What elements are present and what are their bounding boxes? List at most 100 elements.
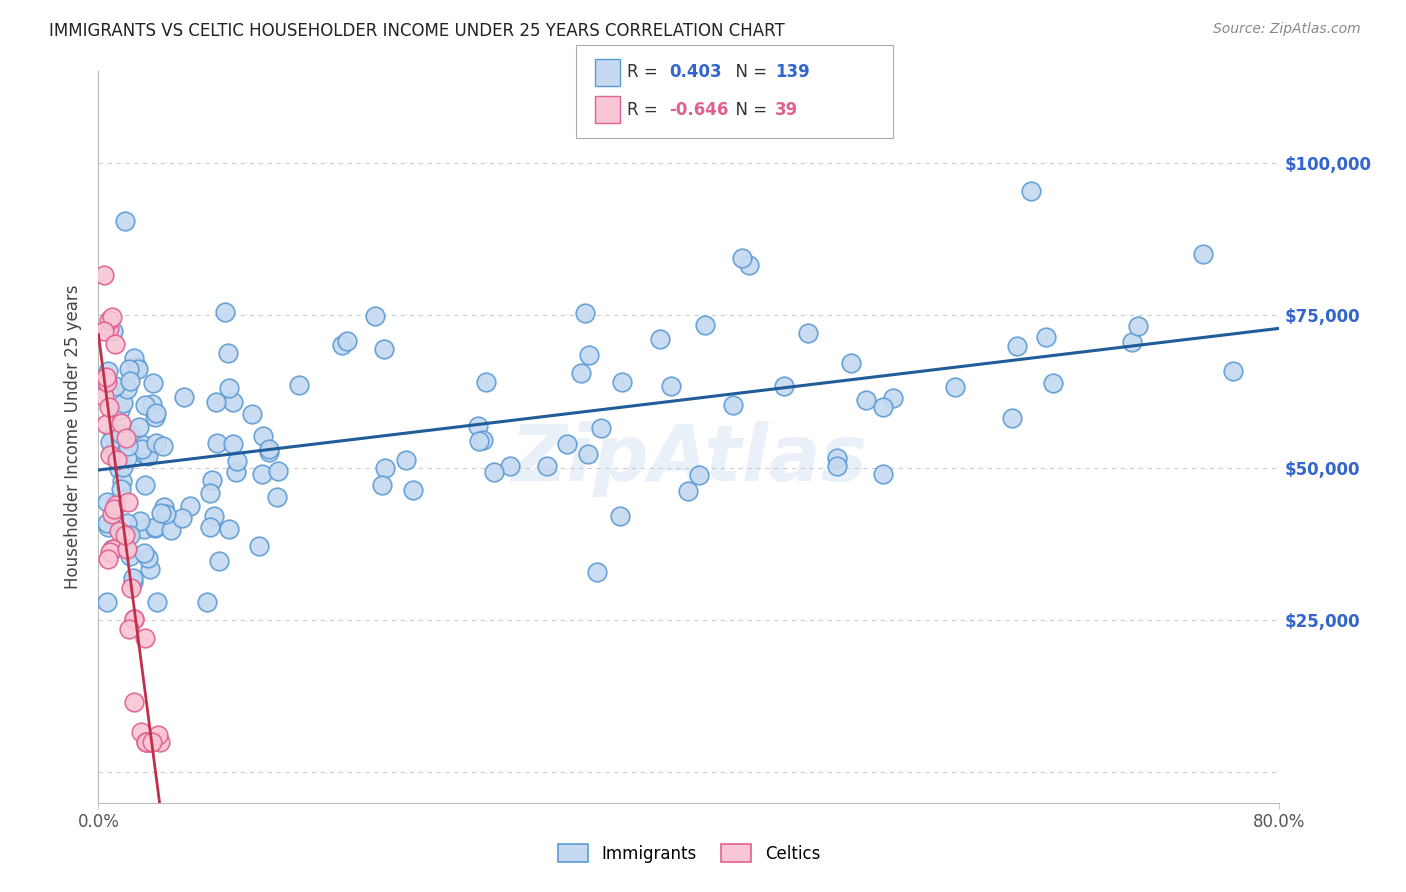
Point xyxy=(117,439,139,453)
Point xyxy=(482,466,505,480)
Point xyxy=(217,346,239,360)
Point xyxy=(574,306,596,320)
Point xyxy=(467,419,489,434)
Legend: Immigrants, Celtics: Immigrants, Celtics xyxy=(553,839,825,868)
Point xyxy=(222,395,245,409)
Point xyxy=(96,417,118,431)
Point xyxy=(252,467,274,481)
Point xyxy=(609,509,631,524)
Text: R =: R = xyxy=(627,63,664,81)
Text: N =: N = xyxy=(725,63,773,81)
Point xyxy=(105,453,128,467)
Point xyxy=(97,321,120,335)
Point xyxy=(118,528,141,542)
Point xyxy=(576,447,599,461)
Point xyxy=(257,445,280,459)
Point xyxy=(498,458,520,473)
Point xyxy=(266,464,288,478)
Point xyxy=(586,565,609,579)
Point xyxy=(569,366,592,380)
Point xyxy=(134,632,156,646)
Point xyxy=(1126,318,1149,333)
Point xyxy=(124,695,146,709)
Point xyxy=(855,393,877,408)
Point xyxy=(198,486,221,500)
Point xyxy=(943,380,966,394)
Point xyxy=(731,251,754,265)
Point xyxy=(370,478,392,492)
Point xyxy=(839,356,862,370)
Point xyxy=(93,324,115,338)
Point xyxy=(1035,330,1057,344)
Point xyxy=(121,572,143,586)
Point xyxy=(94,376,117,390)
Point xyxy=(96,495,118,509)
Point xyxy=(94,370,117,384)
Point xyxy=(93,389,115,403)
Point xyxy=(179,500,201,514)
Point xyxy=(101,310,124,325)
Point xyxy=(693,318,716,332)
Point xyxy=(110,417,132,431)
Point xyxy=(138,735,160,749)
Point xyxy=(135,735,157,749)
Point xyxy=(152,439,174,453)
Point xyxy=(132,438,155,452)
Point xyxy=(402,483,425,497)
Point xyxy=(101,324,124,338)
Point xyxy=(225,466,247,480)
Point xyxy=(363,310,385,324)
Point xyxy=(115,431,138,445)
Point xyxy=(104,336,127,351)
Point xyxy=(475,375,498,389)
Text: ZipAtlas: ZipAtlas xyxy=(510,421,868,497)
Point xyxy=(131,442,153,456)
Point xyxy=(150,506,173,520)
Point xyxy=(115,382,138,396)
Point xyxy=(103,496,125,510)
Text: 0.403: 0.403 xyxy=(669,63,721,81)
Point xyxy=(1001,411,1024,425)
Point xyxy=(1222,363,1244,377)
Point xyxy=(143,519,166,533)
Point xyxy=(118,623,141,637)
Point xyxy=(146,728,169,742)
Point xyxy=(122,574,145,589)
Point xyxy=(472,433,495,447)
Point xyxy=(114,214,136,228)
Point xyxy=(374,460,396,475)
Point xyxy=(129,515,152,529)
Point xyxy=(153,500,176,514)
Point xyxy=(132,523,155,537)
Point xyxy=(721,398,744,412)
Point xyxy=(117,494,139,508)
Text: 139: 139 xyxy=(775,63,810,81)
Point xyxy=(131,724,153,739)
Point xyxy=(132,546,155,560)
Point xyxy=(1005,339,1028,353)
Point xyxy=(208,554,231,568)
Point xyxy=(214,305,236,319)
Point xyxy=(195,594,218,608)
Point xyxy=(225,454,247,468)
Point xyxy=(101,541,124,556)
Point xyxy=(120,549,142,563)
Point xyxy=(882,392,904,406)
Point xyxy=(142,376,165,391)
Point xyxy=(266,490,288,504)
Point xyxy=(1042,376,1064,391)
Point xyxy=(146,594,169,608)
Point xyxy=(330,338,353,352)
Point xyxy=(93,268,115,283)
Point xyxy=(257,442,280,456)
Point xyxy=(141,735,163,749)
Point xyxy=(336,334,359,348)
Point xyxy=(103,443,125,458)
Point xyxy=(676,484,699,499)
Point xyxy=(201,474,224,488)
Point xyxy=(97,520,120,534)
Point xyxy=(207,436,229,450)
Point xyxy=(120,581,142,595)
Point xyxy=(127,362,149,376)
Point xyxy=(145,406,167,420)
